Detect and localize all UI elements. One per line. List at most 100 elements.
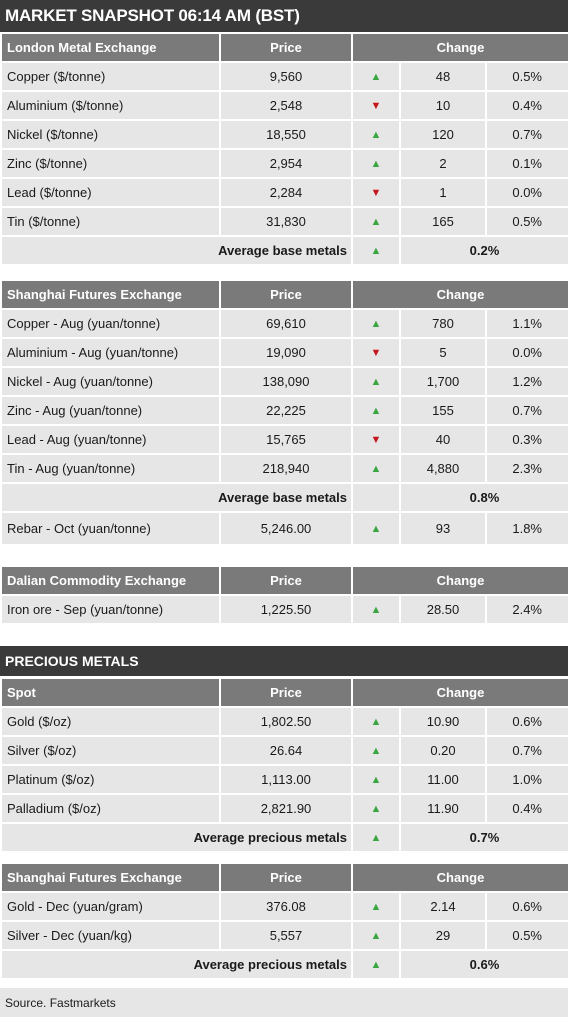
metal-name: Iron ore - Sep (yuan/tonne) <box>0 594 221 625</box>
price-value: 31,830 <box>219 206 353 237</box>
change-percent: 1.0% <box>485 764 570 795</box>
table-row: Tin - Aug (yuan/tonne) 218,940 ▲ 4,880 2.3% <box>0 453 570 484</box>
metal-name: Zinc - Aug (yuan/tonne) <box>0 395 221 426</box>
table-header: Shanghai Futures Exchange Price Change <box>0 279 570 310</box>
table-row: Lead ($/tonne) 2,284 ▼ 1 0.0% <box>0 177 570 208</box>
change-value: 28.50 <box>399 594 487 625</box>
header-change: Change <box>351 32 570 63</box>
header-market: Shanghai Futures Exchange <box>0 862 221 893</box>
shfe-precious-table: Shanghai Futures Exchange Price Change Gold… <box>0 862 570 980</box>
table-header: Shanghai Futures Exchange Price Change <box>0 862 570 893</box>
table-row: Nickel - Aug (yuan/tonne) 138,090 ▲ 1,700 1.… <box>0 366 570 397</box>
change-value: 165 <box>399 206 487 237</box>
average-value: 0.8% <box>399 482 570 513</box>
price-value: 9,560 <box>219 61 353 92</box>
page-title: MARKET SNAPSHOT 06:14 AM (BST) <box>0 0 568 32</box>
change-percent: 0.7% <box>485 735 570 766</box>
rebar-row: Rebar - Oct (yuan/tonne) 5,246.00 ▲ 93 1.8% <box>0 511 570 546</box>
price-value: 2,284 <box>219 177 353 208</box>
change-percent: 0.7% <box>485 395 570 426</box>
change-value: 93 <box>399 511 487 546</box>
average-value: 0.2% <box>399 235 570 266</box>
header-change: Change <box>351 862 570 893</box>
price-value: 1,113.00 <box>219 764 353 795</box>
table-header: London Metal Exchange Price Change <box>0 32 570 63</box>
change-percent: 0.4% <box>485 90 570 121</box>
average-row: Average precious metals ▲ 0.6% <box>0 949 570 980</box>
change-percent: 0.1% <box>485 148 570 179</box>
metal-name: Copper - Aug (yuan/tonne) <box>0 308 221 339</box>
change-percent: 0.5% <box>485 61 570 92</box>
up-arrow-icon: ▲ <box>351 395 401 426</box>
change-percent: 2.4% <box>485 594 570 625</box>
price-value: 376.08 <box>219 891 353 922</box>
up-arrow-icon: ▲ <box>351 949 401 980</box>
up-arrow-icon: ▲ <box>351 119 401 150</box>
header-price: Price <box>219 862 353 893</box>
up-arrow-icon: ▲ <box>351 822 401 853</box>
price-value: 218,940 <box>219 453 353 484</box>
table-row: Zinc - Aug (yuan/tonne) 22,225 ▲ 155 0.7% <box>0 395 570 426</box>
change-percent: 1.1% <box>485 308 570 339</box>
header-market: Shanghai Futures Exchange <box>0 279 221 310</box>
average-row: Average precious metals ▲ 0.7% <box>0 822 570 853</box>
change-value: 1,700 <box>399 366 487 397</box>
change-value: 11.90 <box>399 793 487 824</box>
metal-name: Platinum ($/oz) <box>0 764 221 795</box>
metal-name: Palladium ($/oz) <box>0 793 221 824</box>
price-value: 138,090 <box>219 366 353 397</box>
up-arrow-icon: ▲ <box>351 206 401 237</box>
up-arrow-icon: ▲ <box>351 594 401 625</box>
metal-name: Tin - Aug (yuan/tonne) <box>0 453 221 484</box>
price-value: 5,246.00 <box>219 511 353 546</box>
precious-metals-title: PRECIOUS METALS <box>0 646 568 676</box>
header-change: Change <box>351 279 570 310</box>
metal-name: Silver ($/oz) <box>0 735 221 766</box>
change-value: 120 <box>399 119 487 150</box>
change-value: 2.14 <box>399 891 487 922</box>
up-arrow-icon: ▲ <box>351 735 401 766</box>
change-value: 1 <box>399 177 487 208</box>
change-value: 29 <box>399 920 487 951</box>
change-value: 2 <box>399 148 487 179</box>
price-value: 19,090 <box>219 337 353 368</box>
up-arrow-icon: ▲ <box>351 920 401 951</box>
change-percent: 0.6% <box>485 891 570 922</box>
metal-name: Silver - Dec (yuan/kg) <box>0 920 221 951</box>
metal-name: Nickel - Aug (yuan/tonne) <box>0 366 221 397</box>
price-value: 2,548 <box>219 90 353 121</box>
table-row: Copper ($/tonne) 9,560 ▲ 48 0.5% <box>0 61 570 92</box>
average-value: 0.7% <box>399 822 570 853</box>
header-market: Dalian Commodity Exchange <box>0 565 221 596</box>
metal-name: Aluminium - Aug (yuan/tonne) <box>0 337 221 368</box>
metal-name: Aluminium ($/tonne) <box>0 90 221 121</box>
average-row: Average base metals 0.8% <box>0 482 570 513</box>
price-value: 15,765 <box>219 424 353 455</box>
table-row: Copper - Aug (yuan/tonne) 69,610 ▲ 780 1.1% <box>0 308 570 339</box>
table-row: Platinum ($/oz) 1,113.00 ▲ 11.00 1.0% <box>0 764 570 795</box>
change-value: 10 <box>399 90 487 121</box>
metal-name: Zinc ($/tonne) <box>0 148 221 179</box>
metal-name: Lead - Aug (yuan/tonne) <box>0 424 221 455</box>
change-percent: 0.5% <box>485 920 570 951</box>
price-value: 26.64 <box>219 735 353 766</box>
table-row: Silver ($/oz) 26.64 ▲ 0.20 0.7% <box>0 735 570 766</box>
up-arrow-icon: ▲ <box>351 511 401 546</box>
change-percent: 2.3% <box>485 453 570 484</box>
metal-name: Nickel ($/tonne) <box>0 119 221 150</box>
header-price: Price <box>219 32 353 63</box>
up-arrow-icon: ▲ <box>351 706 401 737</box>
table-row: Silver - Dec (yuan/kg) 5,557 ▲ 29 0.5% <box>0 920 570 951</box>
change-percent: 0.5% <box>485 206 570 237</box>
header-market: Spot <box>0 677 221 708</box>
change-value: 40 <box>399 424 487 455</box>
price-value: 2,821.90 <box>219 793 353 824</box>
down-arrow-icon: ▼ <box>351 424 401 455</box>
table-row: Tin ($/tonne) 31,830 ▲ 165 0.5% <box>0 206 570 237</box>
price-value: 1,225.50 <box>219 594 353 625</box>
change-percent: 0.6% <box>485 706 570 737</box>
down-arrow-icon: ▼ <box>351 177 401 208</box>
header-change: Change <box>351 677 570 708</box>
average-label: Average base metals <box>0 235 353 266</box>
metal-name: Copper ($/tonne) <box>0 61 221 92</box>
